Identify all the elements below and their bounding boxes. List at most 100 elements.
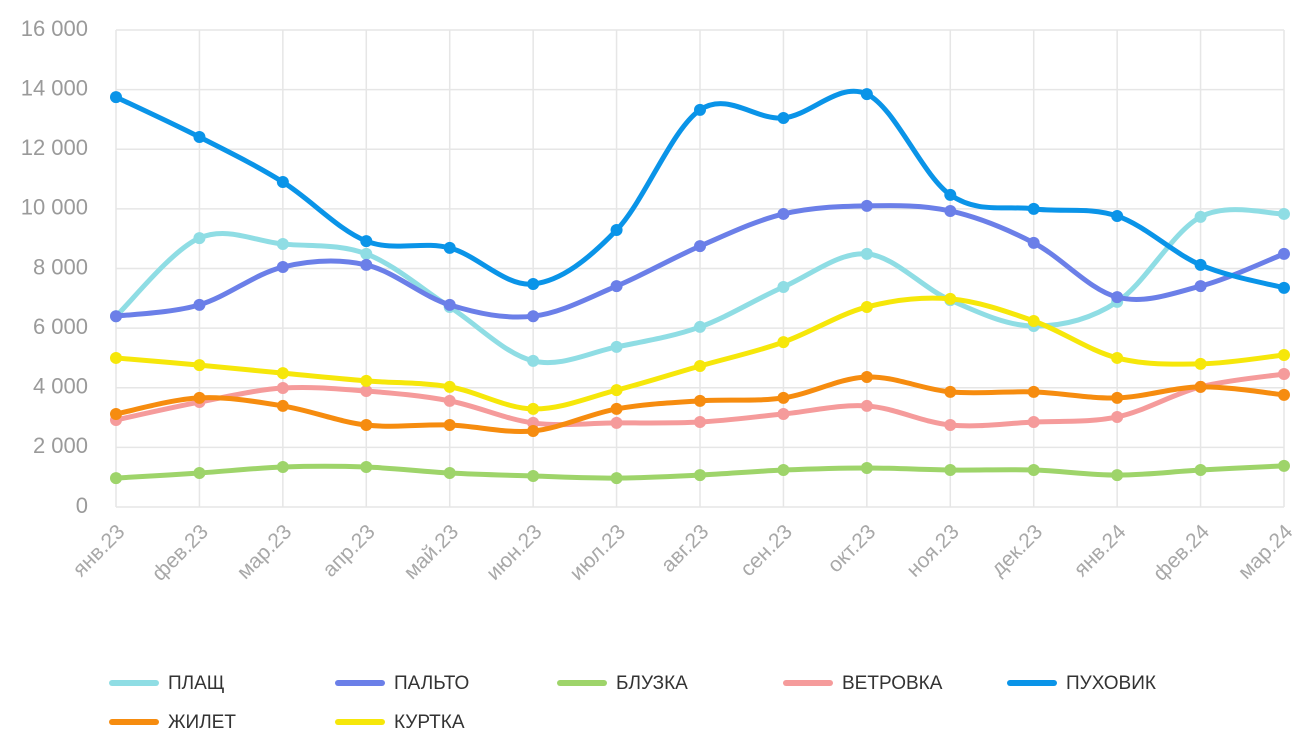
data-point (694, 416, 706, 429)
data-point (276, 176, 289, 189)
data-point (527, 469, 540, 482)
data-point (443, 419, 456, 432)
legend-label: ЖИЛЕТ (168, 712, 236, 731)
legend-label: БЛУЗКА (616, 673, 688, 694)
data-point (1111, 391, 1124, 404)
legend-label: ПУХОВИК (1066, 673, 1156, 694)
data-point (1027, 416, 1040, 429)
data-point (944, 204, 957, 217)
data-point (110, 310, 122, 323)
data-point (1027, 385, 1040, 398)
data-point (1278, 348, 1290, 361)
data-point (360, 235, 373, 248)
data-point (1111, 291, 1124, 304)
data-point (360, 247, 373, 260)
data-point (777, 111, 790, 124)
data-point (860, 88, 873, 101)
data-point (860, 300, 873, 313)
data-point (860, 371, 873, 384)
data-point (1027, 314, 1040, 327)
data-point (1194, 258, 1207, 271)
data-point (610, 402, 623, 415)
y-tick-label: 14 000 (21, 75, 88, 100)
data-point (694, 394, 706, 407)
data-point (527, 402, 540, 415)
y-tick-label: 2 000 (33, 433, 88, 458)
data-point (1194, 464, 1207, 477)
data-point (276, 382, 289, 395)
data-point (276, 461, 289, 474)
data-point (1111, 469, 1124, 482)
data-point (193, 131, 206, 144)
data-point (777, 280, 790, 293)
data-point (527, 278, 540, 291)
y-tick-label: 8 000 (33, 254, 88, 279)
x-tick-label: июн.23 (482, 520, 547, 585)
x-tick-label: мар.23 (233, 520, 297, 584)
data-point (1278, 247, 1290, 260)
data-point (276, 261, 289, 274)
y-tick-label: 12 000 (21, 135, 88, 160)
data-point (527, 310, 540, 323)
data-point (777, 407, 790, 420)
data-point (1027, 464, 1040, 477)
data-point (777, 391, 790, 404)
data-point (276, 399, 289, 412)
x-tick-label: дек.23 (987, 520, 1047, 580)
data-point (527, 354, 540, 367)
data-point (1027, 202, 1040, 215)
data-point (193, 359, 206, 372)
data-point (944, 292, 957, 305)
x-tick-label: янв.24 (1070, 520, 1131, 581)
data-point (1278, 388, 1290, 401)
data-point (110, 91, 122, 104)
legend-label: ВЕТРОВКА (842, 673, 943, 694)
data-point (193, 232, 206, 245)
data-point (443, 380, 456, 393)
data-point (694, 469, 706, 482)
data-point (610, 416, 623, 429)
data-point (1278, 207, 1290, 220)
data-point (443, 467, 456, 480)
x-tick-label: июл.23 (565, 520, 630, 585)
data-point (694, 103, 706, 116)
data-point (1111, 410, 1124, 423)
data-point (610, 280, 623, 293)
data-point (360, 385, 373, 398)
data-point (360, 258, 373, 271)
data-point (944, 464, 957, 477)
data-point (110, 351, 122, 364)
data-point (1111, 351, 1124, 364)
data-point (944, 188, 957, 201)
data-point (1278, 459, 1290, 472)
data-point (110, 472, 122, 485)
data-point (860, 199, 873, 212)
data-point (694, 320, 706, 333)
data-point (610, 384, 623, 397)
data-point (1027, 236, 1040, 249)
data-point (944, 419, 957, 432)
data-point (193, 467, 206, 480)
data-point (610, 340, 623, 353)
x-tick-label: янв.23 (68, 520, 129, 581)
legend-label: КУРТКА (394, 712, 465, 731)
data-point (1278, 368, 1290, 381)
x-tick-label: май.23 (399, 520, 463, 584)
data-point (694, 359, 706, 372)
data-point (1194, 357, 1207, 370)
data-point (777, 464, 790, 477)
data-point (193, 298, 206, 311)
data-point (443, 241, 456, 254)
data-point (694, 240, 706, 253)
y-tick-label: 0 (76, 493, 88, 518)
data-point (1194, 380, 1207, 393)
data-point (1278, 281, 1290, 294)
x-tick-label: авг.23 (657, 520, 714, 577)
x-tick-label: окт.23 (823, 520, 880, 577)
data-point (610, 224, 623, 237)
data-point (360, 419, 373, 432)
data-point (1194, 210, 1207, 223)
data-point (276, 238, 289, 251)
data-point (777, 207, 790, 220)
data-point (443, 394, 456, 407)
